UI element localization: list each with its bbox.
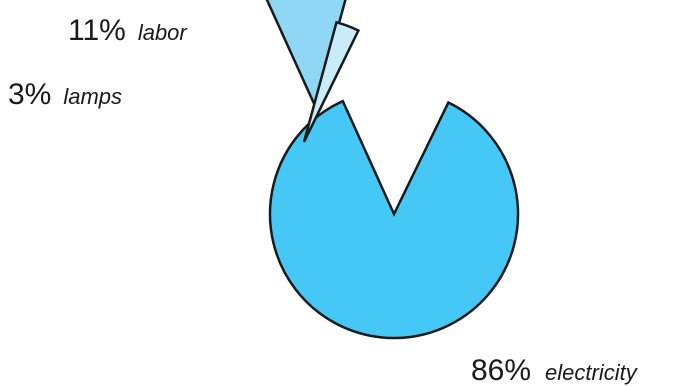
pie-slice-labor	[265, 0, 347, 112]
pie-labels: 86% electricity 11% labor 3% lamps	[8, 14, 639, 387]
pie-slice-lamps	[302, 20, 361, 143]
slice-label-electricity: 86% electricity	[471, 354, 639, 387]
slice-label-labor: 11% labor	[68, 14, 188, 47]
pie-slice-electricity	[268, 99, 520, 340]
pie-slices	[265, 0, 520, 340]
slice-label-lamps: 3% lamps	[8, 78, 122, 111]
